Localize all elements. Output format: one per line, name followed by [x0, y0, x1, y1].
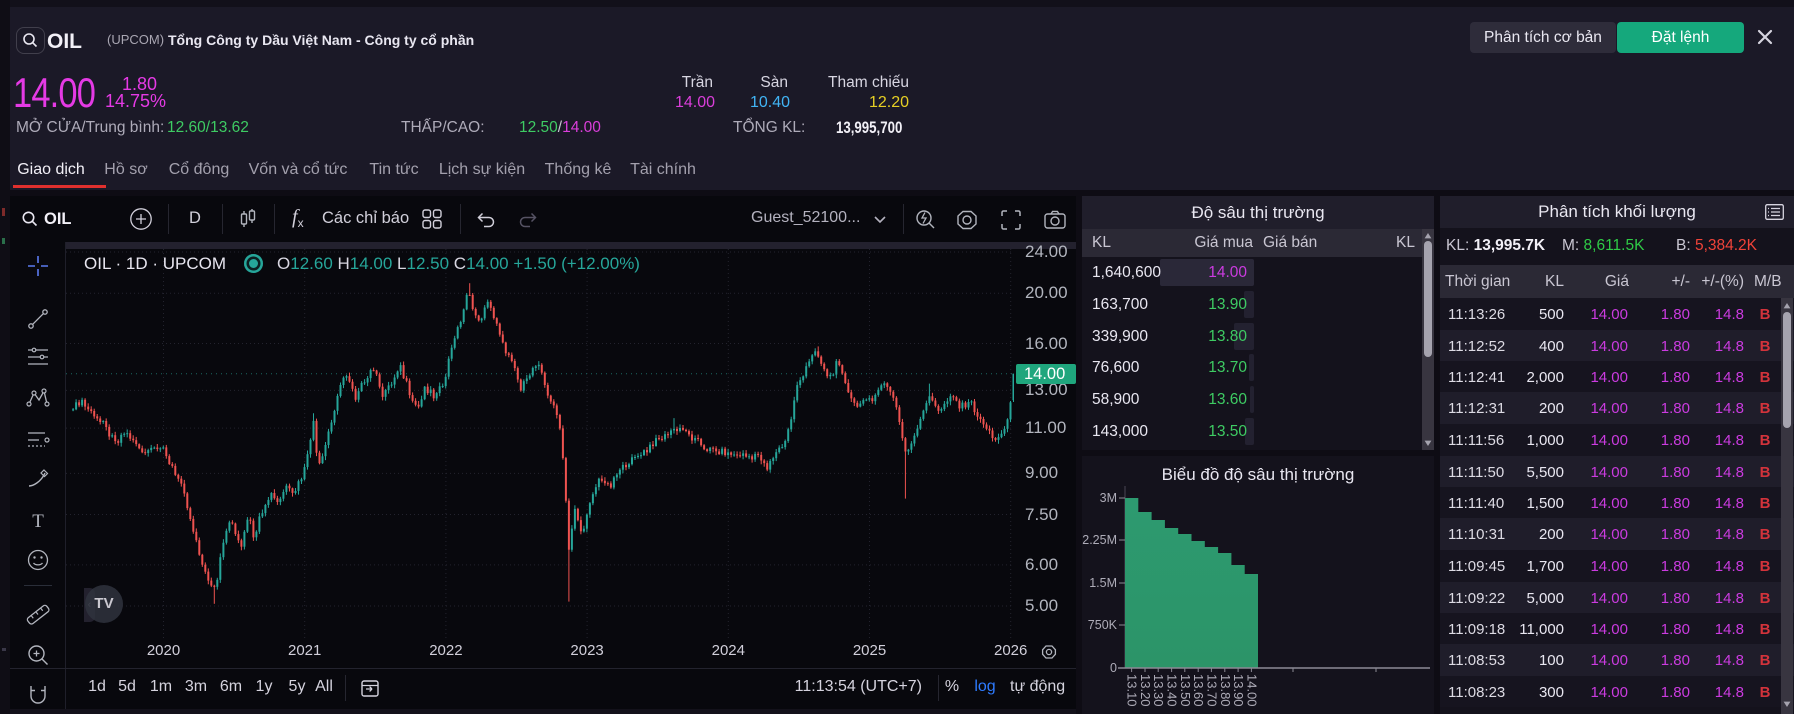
svg-text:13.80: 13.80 — [1218, 674, 1233, 707]
svg-text:13.90: 13.90 — [1231, 674, 1246, 707]
svg-text:13.50: 13.50 — [1178, 674, 1193, 707]
svg-text:13.30: 13.30 — [1151, 674, 1166, 707]
svg-text:13.70: 13.70 — [1204, 674, 1219, 707]
svg-text:13.40: 13.40 — [1165, 674, 1180, 707]
svg-text:13.10: 13.10 — [1125, 674, 1140, 707]
svg-text:14.00: 14.00 — [1244, 674, 1259, 707]
svg-text:13.20: 13.20 — [1138, 674, 1153, 707]
svg-text:T: T — [32, 511, 44, 532]
svg-text:13.60: 13.60 — [1191, 674, 1206, 707]
